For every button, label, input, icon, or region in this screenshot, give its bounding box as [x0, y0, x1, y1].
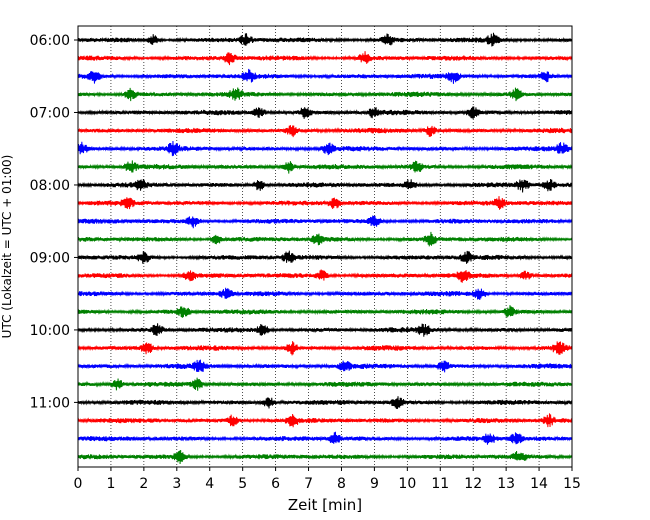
trace-1015 [77, 341, 573, 356]
trace-line [77, 323, 573, 337]
x-tick-label: 9 [370, 476, 379, 492]
x-tick-label: 11 [431, 476, 449, 492]
trace-line [77, 87, 573, 102]
trace-line [77, 125, 573, 138]
trace-0900 [77, 250, 573, 264]
trace-0815 [77, 196, 573, 210]
trace-1130 [77, 431, 573, 445]
trace-line [77, 396, 573, 409]
y-axis-ticks: 06:00 07:00 08:00 09:00 10:00 11:00 [30, 33, 78, 411]
trace-line [77, 140, 573, 157]
x-axis-ticks: 0 1 2 3 4 5 6 7 8 9 10 11 12 13 14 15 [74, 467, 581, 492]
trace-line [77, 377, 573, 391]
trace-line [77, 269, 573, 283]
trace-1100 [77, 396, 573, 409]
plot-frame [77, 25, 573, 468]
x-tick-label: 5 [238, 476, 247, 492]
x-tick-label: 1 [106, 476, 115, 492]
y-tick-label: 06:00 [30, 33, 70, 49]
trace-1000 [77, 323, 573, 337]
seismic-traces [77, 32, 573, 464]
x-tick-label: 4 [205, 476, 214, 492]
x-axis-title: Zeit [min] [288, 496, 362, 514]
trace-0800 [77, 178, 573, 193]
trace-line [77, 196, 573, 210]
trace-0745 [77, 160, 573, 174]
x-tick-label: 14 [530, 476, 548, 492]
trace-line [77, 160, 573, 174]
trace-1030 [77, 359, 573, 373]
trace-0830 [77, 215, 573, 229]
x-tick-label: 10 [398, 476, 416, 492]
trace-0945 [77, 305, 573, 318]
trace-line [77, 341, 573, 356]
trace-line [77, 287, 573, 300]
trace-line [77, 359, 573, 373]
trace-0700 [77, 106, 573, 119]
trace-line [77, 231, 573, 247]
trace-0615 [77, 51, 573, 66]
trace-line [77, 51, 573, 66]
trace-line [77, 106, 573, 119]
trace-0630 [77, 68, 573, 84]
y-axis-title: UTC (Lokalzeit = UTC + 01:00) [0, 155, 14, 339]
trace-0845 [77, 231, 573, 247]
x-tick-label: 7 [304, 476, 313, 492]
y-tick-label: 10:00 [30, 323, 70, 339]
x-tick-label: 8 [337, 476, 346, 492]
trace-1115 [77, 413, 573, 428]
trace-0715 [77, 125, 573, 138]
y-tick-label: 09:00 [30, 250, 70, 266]
trace-0915 [77, 269, 573, 283]
trace-0730 [77, 140, 573, 157]
x-tick-label: 15 [563, 476, 581, 492]
trace-0600 [77, 32, 573, 47]
trace-line [77, 413, 573, 428]
x-tick-label: 0 [74, 476, 83, 492]
trace-line [77, 450, 573, 464]
trace-1145 [77, 450, 573, 464]
x-tick-label: 3 [172, 476, 181, 492]
x-tick-label: 2 [139, 476, 148, 492]
trace-line [77, 215, 573, 229]
trace-0930 [77, 287, 573, 300]
x-tick-label: 12 [464, 476, 482, 492]
trace-line [77, 68, 573, 84]
x-tick-label: 13 [497, 476, 515, 492]
trace-1045 [77, 377, 573, 391]
trace-line [77, 32, 573, 47]
trace-0645 [77, 87, 573, 102]
y-tick-label: 11:00 [30, 395, 70, 411]
trace-line [77, 178, 573, 193]
trace-line [77, 431, 573, 445]
trace-line [77, 250, 573, 264]
y-tick-label: 08:00 [30, 178, 70, 194]
trace-line [77, 305, 573, 318]
x-tick-label: 6 [271, 476, 280, 492]
y-tick-label: 07:00 [30, 105, 70, 121]
